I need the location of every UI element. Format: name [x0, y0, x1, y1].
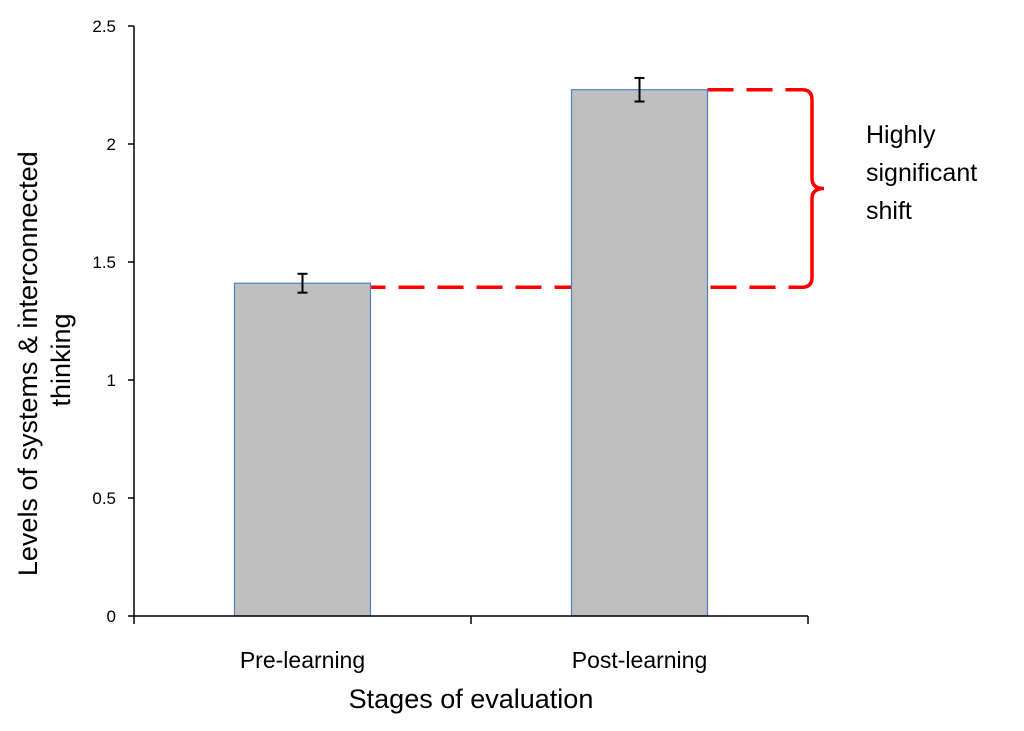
y-tick-label: 0.5 [92, 489, 116, 508]
x-tick-label: Pre-learning [240, 647, 365, 673]
bar-pre-learning [233, 282, 372, 617]
y-axis-title-line-1: Levels of systems & interconnected [13, 151, 43, 576]
y-axis-title: Levels of systems & interconnected think… [13, 144, 76, 576]
annotation-line-2: significant [866, 159, 977, 187]
y-tick-label: 1 [107, 371, 116, 390]
annotation-brace [801, 87, 825, 289]
x-axis-title: Stages of evaluation [349, 684, 594, 714]
bars-group [233, 89, 709, 617]
ticks-group: 0 0.5 1 1.5 2 2.5 Pre-learning Post-learning [92, 17, 809, 673]
y-tick-label: 0 [107, 607, 116, 626]
curly-brace [801, 87, 825, 289]
annotation-lines [320, 87, 802, 289]
y-axis-title-line-2: thinking [46, 313, 76, 406]
error-bars-group [297, 76, 645, 294]
y-tick-label: 1.5 [92, 253, 116, 272]
y-tick-label: 2 [107, 135, 116, 154]
x-tick-label: Post-learning [572, 647, 708, 673]
bar-post-learning [570, 89, 709, 617]
annotation-text: Highly significant shift [866, 121, 984, 225]
annotation-line-3: shift [866, 197, 912, 225]
y-tick-label: 2.5 [92, 17, 116, 36]
annotation-line-1: Highly [866, 121, 936, 149]
